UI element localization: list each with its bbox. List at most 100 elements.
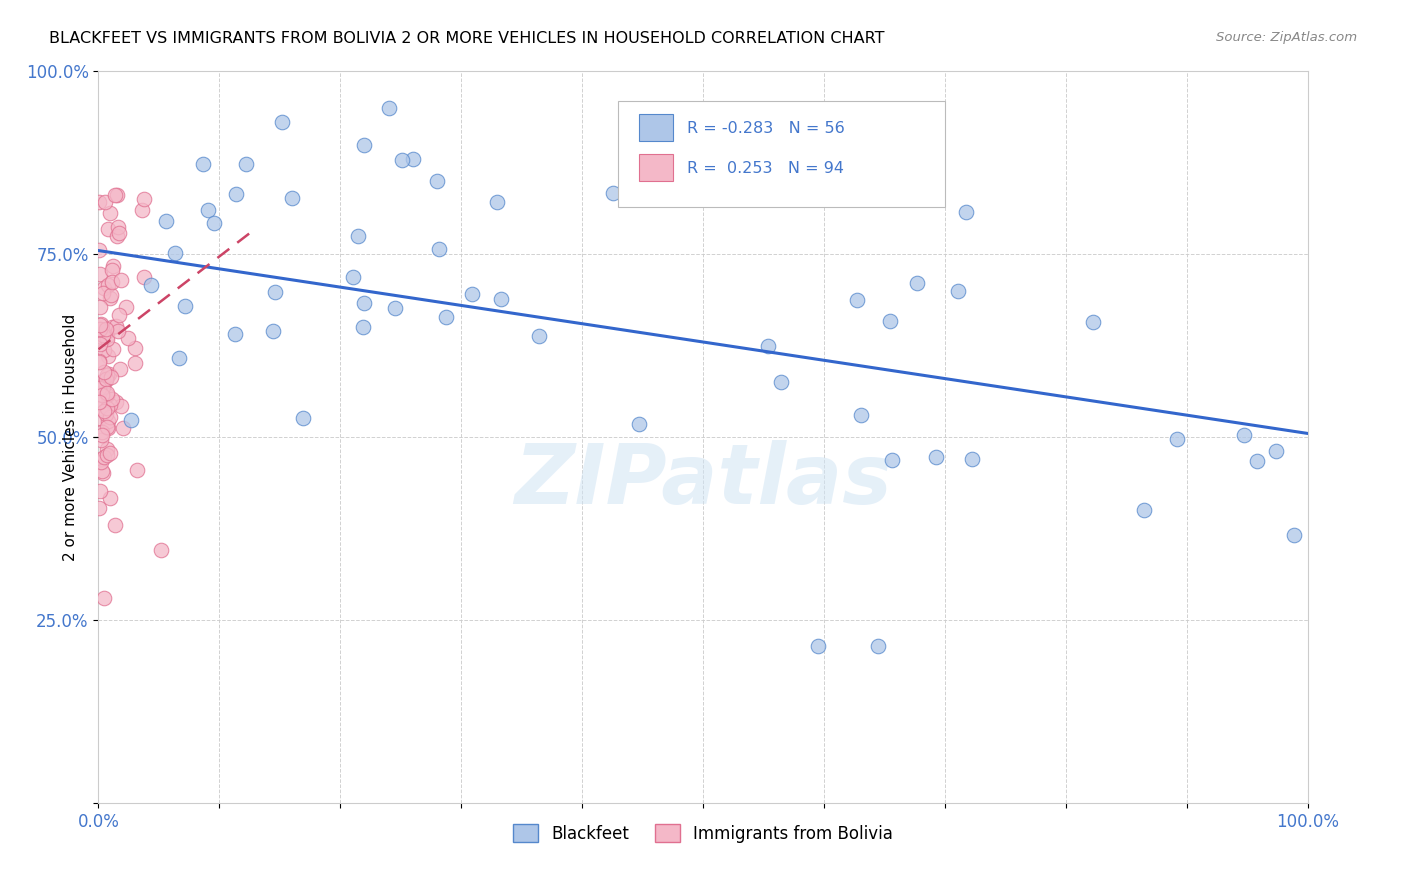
Point: [112, 421, 135, 435]
Point: [807, 639, 830, 653]
Point: [225, 187, 247, 202]
Point: [955, 205, 977, 219]
Point: [1264, 444, 1286, 458]
FancyBboxPatch shape: [638, 114, 673, 141]
Point: [489, 292, 512, 306]
Point: [96, 326, 118, 340]
Point: [94, 194, 117, 209]
Point: [880, 452, 903, 467]
Point: [89, 322, 111, 336]
Point: [112, 50, 135, 64]
Y-axis label: 2 or more Vehicles in Household: 2 or more Vehicles in Household: [63, 313, 77, 561]
Point: [117, 331, 139, 345]
Point: [868, 639, 890, 653]
Point: [434, 310, 457, 325]
Point: [94, 407, 117, 421]
Point: [98, 398, 121, 412]
Point: [98, 491, 121, 506]
Point: [905, 277, 928, 291]
Point: [756, 338, 779, 352]
Point: [948, 284, 970, 298]
Point: [98, 206, 121, 220]
Point: [97, 349, 120, 363]
Point: [384, 301, 406, 315]
Point: [527, 328, 550, 343]
Point: [1282, 528, 1305, 542]
Point: [91, 428, 114, 442]
Point: [107, 324, 129, 338]
Point: [101, 263, 124, 277]
Point: [91, 378, 114, 392]
Point: [98, 446, 121, 460]
Point: [89, 300, 111, 314]
Point: [89, 318, 111, 333]
Point: [90, 317, 112, 331]
Point: [263, 285, 285, 300]
Point: [1246, 453, 1268, 467]
Text: Source: ZipAtlas.com: Source: ZipAtlas.com: [1216, 31, 1357, 45]
Point: [89, 401, 111, 415]
Point: [851, 408, 873, 422]
Point: [87, 194, 110, 209]
Point: [155, 214, 177, 228]
Point: [353, 296, 375, 310]
Point: [101, 260, 124, 274]
Point: [846, 293, 869, 308]
Point: [90, 464, 112, 478]
Point: [89, 411, 111, 425]
Point: [103, 342, 125, 356]
Point: [100, 369, 122, 384]
Point: [461, 286, 484, 301]
Point: [124, 341, 146, 355]
Point: [91, 327, 114, 342]
Point: [93, 343, 115, 357]
Point: [87, 354, 110, 368]
Point: [110, 399, 132, 413]
Point: [90, 455, 112, 469]
Point: [96, 385, 118, 400]
Point: [197, 202, 219, 217]
Point: [602, 186, 624, 201]
Point: [93, 365, 115, 379]
Point: [98, 367, 121, 381]
Point: [91, 388, 114, 402]
Point: [98, 410, 121, 425]
Point: [89, 268, 111, 282]
Point: [91, 374, 114, 388]
Point: [96, 420, 118, 434]
FancyBboxPatch shape: [619, 101, 945, 207]
Point: [96, 387, 118, 401]
Point: [96, 373, 118, 387]
Text: R =  0.253   N = 94: R = 0.253 N = 94: [688, 161, 844, 176]
Point: [89, 483, 111, 498]
Point: [347, 229, 370, 244]
Point: [132, 269, 155, 284]
Point: [271, 115, 294, 129]
Point: [104, 395, 127, 409]
Point: [291, 410, 314, 425]
Point: [132, 192, 155, 206]
Point: [91, 380, 114, 394]
Point: [426, 174, 449, 188]
Point: [96, 448, 118, 462]
Point: [101, 392, 124, 406]
Point: [115, 300, 138, 314]
Point: [139, 278, 162, 293]
Point: [96, 442, 118, 456]
Point: [962, 452, 984, 467]
Point: [89, 380, 111, 394]
Point: [104, 517, 127, 532]
FancyBboxPatch shape: [638, 154, 673, 181]
Point: [429, 242, 451, 256]
Point: [925, 450, 948, 465]
Point: [485, 195, 508, 210]
Point: [342, 269, 364, 284]
Point: [104, 187, 127, 202]
Point: [98, 291, 121, 305]
Point: [93, 450, 115, 464]
Point: [90, 451, 112, 466]
Point: [89, 337, 111, 351]
Point: [101, 275, 124, 289]
Point: [96, 371, 118, 385]
Point: [97, 421, 120, 435]
